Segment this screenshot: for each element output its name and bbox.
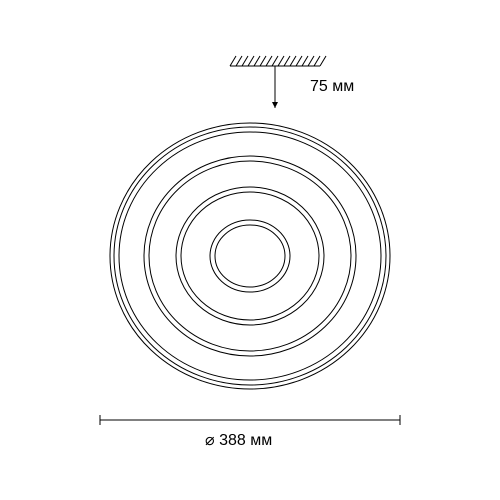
technical-diagram: 75 мм ⌀ 388 мм [0, 0, 500, 500]
diameter-dimension-label: ⌀ 388 мм [205, 430, 272, 450]
height-dimension-label: 75 мм [310, 78, 354, 96]
diagram-svg [0, 0, 500, 500]
